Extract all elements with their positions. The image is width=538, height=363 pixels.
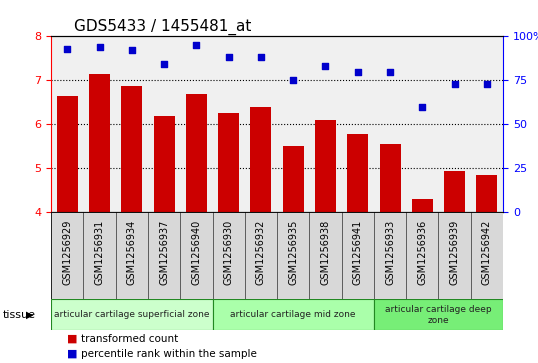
Bar (379, 144, 400, 363)
Point (63, 46, 72, 52)
Point (289, 77, 298, 83)
Text: ▶: ▶ (26, 310, 33, 320)
Text: GSM1256941: GSM1256941 (353, 219, 363, 285)
Bar (154, 115, 174, 363)
Text: GSM1256940: GSM1256940 (192, 219, 201, 285)
Bar (218, 113, 239, 363)
Text: articular cartilage deep
zone: articular cartilage deep zone (385, 305, 492, 325)
Point (192, 42, 201, 48)
Text: ■: ■ (67, 334, 78, 344)
Text: GSM1256932: GSM1256932 (256, 219, 266, 285)
Point (321, 63, 330, 69)
Text: articular cartilage mid zone: articular cartilage mid zone (230, 310, 356, 319)
Bar (315, 120, 336, 363)
Text: articular cartilage superficial zone: articular cartilage superficial zone (54, 310, 210, 319)
Text: ■: ■ (67, 349, 78, 359)
Point (483, 81, 491, 87)
Text: GSM1256931: GSM1256931 (95, 219, 104, 285)
Text: GSM1256936: GSM1256936 (417, 219, 427, 285)
Bar (374, 299, 503, 330)
Bar (121, 86, 142, 363)
Bar (444, 171, 465, 363)
Bar (412, 199, 433, 363)
Point (95, 44, 104, 50)
Bar (51, 299, 213, 330)
Text: GSM1256929: GSM1256929 (62, 219, 72, 285)
Point (257, 54, 265, 60)
Point (224, 54, 233, 60)
Text: percentile rank within the sample: percentile rank within the sample (81, 349, 257, 359)
Bar (57, 96, 77, 363)
Text: tissue: tissue (3, 310, 36, 320)
Bar (51, 212, 503, 299)
Bar (348, 134, 368, 363)
Bar (213, 299, 374, 330)
Text: GSM1256930: GSM1256930 (224, 219, 233, 285)
Bar (250, 107, 271, 363)
Bar (186, 94, 207, 363)
Text: GSM1256939: GSM1256939 (450, 219, 459, 285)
Text: GSM1256934: GSM1256934 (127, 219, 137, 285)
Text: transformed count: transformed count (81, 334, 178, 344)
Bar (282, 146, 303, 363)
Text: GSM1256942: GSM1256942 (482, 219, 492, 285)
Text: GSM1256937: GSM1256937 (159, 219, 169, 285)
Text: GSM1256935: GSM1256935 (288, 219, 298, 285)
Bar (89, 74, 110, 363)
Text: GSM1256933: GSM1256933 (385, 219, 395, 285)
Text: GDS5433 / 1455481_at: GDS5433 / 1455481_at (74, 19, 251, 35)
Bar (476, 175, 497, 363)
Point (128, 48, 136, 53)
Point (160, 62, 168, 68)
Point (386, 69, 394, 74)
Point (450, 81, 459, 87)
Point (418, 104, 427, 110)
Point (353, 69, 362, 74)
Text: GSM1256938: GSM1256938 (321, 219, 330, 285)
